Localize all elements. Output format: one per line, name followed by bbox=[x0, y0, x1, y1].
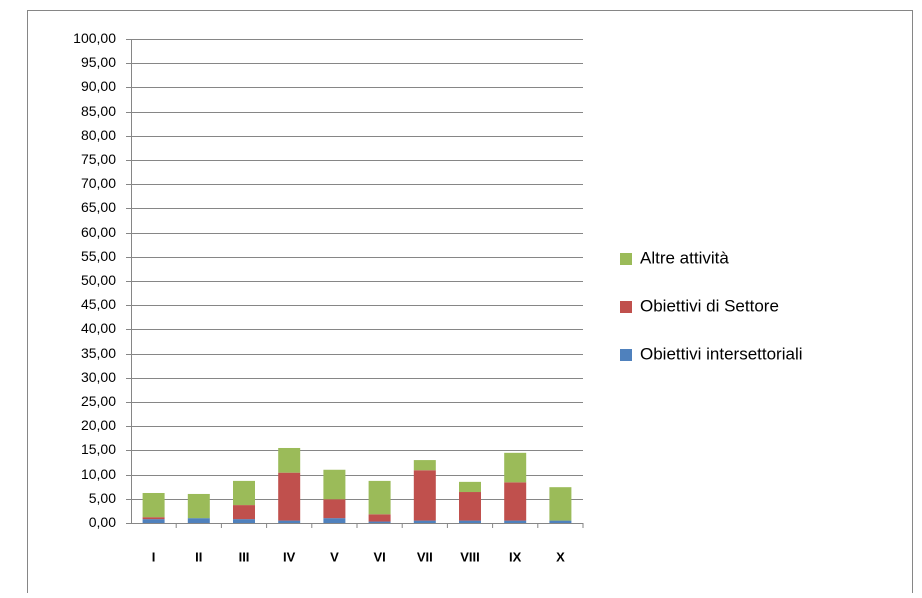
legend-swatch bbox=[620, 349, 632, 361]
y-tick-label: 15,00 bbox=[81, 441, 116, 457]
bar-segment bbox=[368, 514, 391, 522]
bar-segment bbox=[413, 470, 436, 521]
y-tick-label: 80,00 bbox=[81, 127, 116, 143]
y-tick-label: 25,00 bbox=[81, 393, 116, 409]
bar-segment bbox=[142, 492, 165, 518]
bar-segment bbox=[323, 499, 346, 519]
legend-swatch bbox=[620, 301, 632, 313]
y-tick-label: 5,00 bbox=[89, 490, 116, 506]
bar-segment bbox=[278, 447, 301, 473]
bar-segment bbox=[233, 480, 255, 506]
x-tick-label: V bbox=[330, 549, 339, 564]
y-tick-label: 10,00 bbox=[81, 466, 116, 482]
bar-segment bbox=[459, 520, 481, 523]
y-tick-label: 0,00 bbox=[89, 514, 116, 530]
x-tick-label: VII bbox=[417, 549, 433, 564]
y-tick-label: 20,00 bbox=[81, 417, 116, 433]
bar-segment bbox=[549, 520, 572, 523]
bar-segment bbox=[504, 452, 527, 483]
bar-segment bbox=[323, 469, 346, 500]
bar-segment bbox=[142, 519, 165, 523]
legend-label: Obiettivi intersettoriali bbox=[640, 344, 803, 363]
bar-segment bbox=[504, 482, 527, 521]
y-tick-label: 35,00 bbox=[81, 345, 116, 361]
bar-segment bbox=[368, 480, 391, 515]
bar-segment bbox=[278, 520, 301, 523]
y-tick-label: 40,00 bbox=[81, 320, 116, 336]
bar-segment bbox=[504, 520, 527, 523]
bar-segment bbox=[233, 505, 255, 520]
legend-label: Obiettivi di Settore bbox=[640, 296, 779, 315]
y-tick-label: 65,00 bbox=[81, 199, 116, 215]
y-tick-label: 85,00 bbox=[81, 103, 116, 119]
y-tick-label: 100,00 bbox=[73, 30, 116, 46]
y-tick-label: 30,00 bbox=[81, 369, 116, 385]
bar-segment bbox=[549, 487, 572, 521]
x-tick-label: IV bbox=[283, 549, 296, 564]
bar-segment bbox=[459, 492, 481, 521]
y-tick-label: 50,00 bbox=[81, 272, 116, 288]
y-tick-label: 75,00 bbox=[81, 151, 116, 167]
y-tick-label: 45,00 bbox=[81, 296, 116, 312]
y-tick-label: 70,00 bbox=[81, 175, 116, 191]
y-tick-label: 90,00 bbox=[81, 78, 116, 94]
x-tick-label: IX bbox=[509, 549, 522, 564]
bar-segment bbox=[368, 521, 391, 523]
x-tick-label: VI bbox=[373, 549, 385, 564]
y-tick-label: 95,00 bbox=[81, 54, 116, 70]
bar-segment bbox=[413, 460, 436, 471]
x-tick-label: III bbox=[239, 549, 250, 564]
bar-segment bbox=[413, 520, 436, 523]
legend-swatch bbox=[620, 253, 632, 265]
y-tick-label: 60,00 bbox=[81, 224, 116, 240]
legend-label: Altre attività bbox=[640, 248, 729, 267]
x-tick-label: II bbox=[195, 549, 202, 564]
bar-segment bbox=[233, 519, 255, 523]
x-tick-label: X bbox=[556, 549, 565, 564]
x-tick-label: I bbox=[152, 549, 156, 564]
bar-segment bbox=[278, 472, 301, 521]
bar-segment bbox=[142, 517, 165, 520]
y-tick-label: 55,00 bbox=[81, 248, 116, 264]
bar-segment bbox=[459, 481, 481, 493]
bar-segment bbox=[187, 518, 210, 523]
bar-segment bbox=[187, 493, 210, 519]
x-tick-label: VIII bbox=[460, 549, 480, 564]
bar-segment bbox=[323, 518, 346, 523]
